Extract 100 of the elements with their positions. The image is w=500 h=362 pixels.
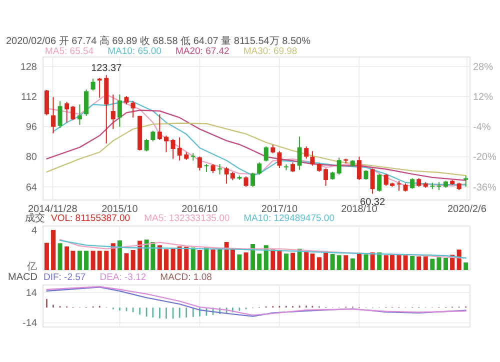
candlestick (51, 96, 56, 134)
bar (97, 250, 102, 270)
candlestick (90, 78, 96, 91)
candlestick (290, 162, 296, 173)
bar (170, 248, 176, 270)
bar (250, 244, 256, 270)
y-tick-label: 14 (26, 288, 38, 300)
y-tick-label: 96 (26, 122, 38, 134)
bar (210, 250, 216, 270)
candlestick (396, 180, 402, 192)
bar (90, 250, 96, 270)
x-tick-label: 2017/10 (261, 204, 298, 215)
series-label: DEA: -3.12 (100, 272, 146, 283)
candlestick (310, 150, 315, 166)
bar (110, 243, 116, 270)
candlestick (264, 146, 268, 162)
candlestick (364, 170, 368, 180)
bar (277, 250, 282, 270)
bar (316, 257, 322, 270)
text: MA20: 67.42 (175, 46, 230, 57)
bar (177, 246, 182, 270)
bar (416, 256, 422, 270)
text: MA5: 65.54 (45, 46, 94, 57)
candlestick (297, 136, 302, 170)
text: MA10: 65.00 (108, 46, 162, 57)
candlestick (190, 152, 196, 161)
bar (350, 258, 355, 270)
candlestick (336, 157, 342, 176)
y-tick-label: 64 (26, 182, 38, 194)
y-tick-label: -14 (22, 318, 38, 330)
bar (58, 243, 62, 270)
candlestick (77, 104, 82, 126)
bar (456, 250, 462, 270)
bar (130, 250, 136, 270)
y-tick-label: 112 (21, 92, 38, 104)
bar (284, 254, 288, 270)
bar (218, 248, 222, 270)
candlestick (377, 174, 382, 192)
annotation: 123.37 (91, 63, 122, 74)
bar (190, 248, 196, 270)
bar (370, 252, 375, 270)
y-tick-label: 128 (20, 62, 38, 73)
candlestick (150, 130, 156, 142)
candlestick (277, 150, 282, 169)
bar (124, 253, 129, 270)
candlestick (324, 168, 328, 186)
bar (157, 245, 162, 270)
bar (270, 250, 276, 270)
chart-title: MACD (8, 272, 38, 283)
y2-tick-label: -20% (473, 152, 496, 164)
candlestick (250, 172, 256, 188)
bar (164, 249, 168, 270)
bar (197, 250, 202, 270)
bar (290, 252, 296, 270)
candlestick (464, 175, 468, 188)
text: MACD: 1.08 (160, 272, 212, 283)
text: MA5: 132333135.00 (144, 213, 230, 224)
x-tick-label: 2015/10 (102, 204, 138, 215)
candlestick (210, 164, 216, 174)
candlestick (117, 94, 122, 128)
bar (77, 250, 82, 270)
bar (344, 255, 348, 270)
bar (237, 254, 242, 270)
bar (117, 240, 122, 270)
candlestick (257, 162, 262, 176)
bar (423, 256, 428, 270)
candlestick (177, 136, 182, 161)
y-tick-label: 80 (26, 152, 38, 164)
bar (436, 257, 442, 270)
bar (403, 255, 408, 270)
candlestick (84, 89, 89, 116)
candlestick (304, 146, 309, 160)
candlestick (58, 100, 62, 129)
candlestick (157, 114, 162, 140)
candlestick (410, 178, 415, 190)
candlestick (110, 94, 116, 130)
series-label: DIF: -2.57 (43, 272, 86, 283)
bar (377, 252, 382, 270)
text: 亿 (26, 262, 37, 272)
bar (336, 255, 342, 270)
y2-tick-label: -36% (473, 182, 496, 194)
x-tick-label: 2016/10 (182, 204, 218, 215)
bar (356, 252, 362, 270)
chart-title: 成交 (25, 212, 45, 224)
y2-tick-label: 12% (473, 92, 494, 104)
y2-tick-label: 28% (473, 62, 494, 73)
bar (104, 250, 109, 270)
bar (204, 248, 209, 270)
candlestick (44, 89, 49, 116)
bar (184, 246, 189, 270)
text: MA10: 129489475.00 (244, 213, 334, 224)
candlestick (164, 135, 168, 153)
chart-title: 2020/02/06 开 67.74 高 69.89 收 68.58 低 64.07 量 8115.54万 8.50% (6, 35, 311, 47)
bar (430, 258, 435, 270)
candlestick (130, 100, 136, 118)
bar (330, 254, 335, 270)
bar (84, 250, 89, 270)
y2-tick-label: -4% (473, 122, 491, 134)
candlestick (218, 164, 222, 175)
candlestick (170, 138, 176, 160)
